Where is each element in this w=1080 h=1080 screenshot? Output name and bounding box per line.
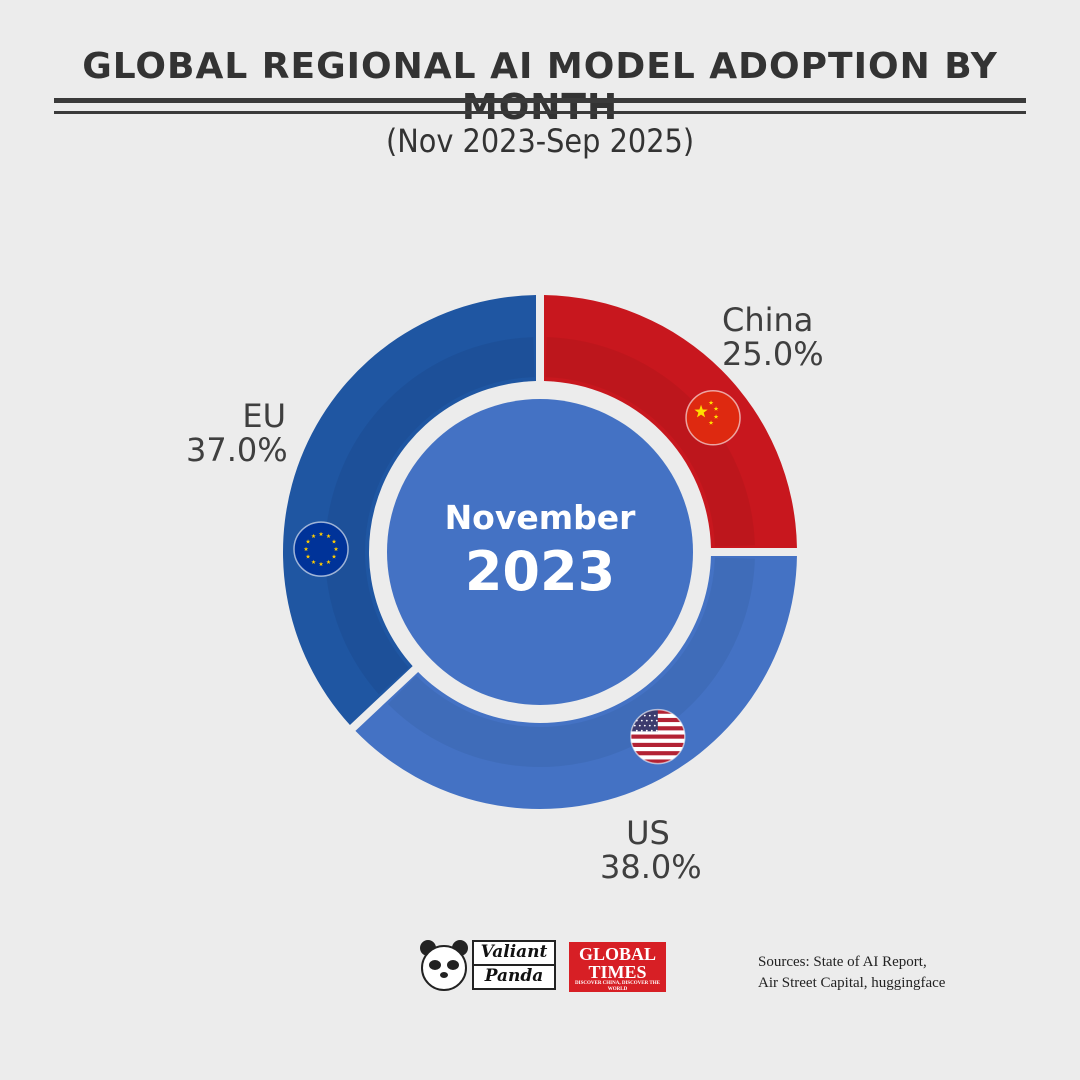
valiant-text: Valiant — [472, 940, 556, 966]
slice-shade-china — [545, 337, 755, 547]
global-times-line1: GLOBAL — [578, 944, 657, 964]
global-times-logo: GLOBAL TIMES DISCOVER CHINA, DISCOVER TH… — [569, 942, 666, 992]
slice-value-us: 38.0% — [600, 848, 702, 886]
center-month-label: November — [444, 498, 636, 537]
panda-text: Panda — [472, 964, 556, 990]
sources-line-1: Sources: State of AI Report, — [758, 954, 927, 970]
chart-subtitle: (Nov 2023-Sep 2025) — [385, 122, 695, 160]
global-times-tagline: DISCOVER CHINA, DISCOVER THE WORLD — [575, 981, 660, 992]
slice-value-china: 25.0% — [722, 335, 824, 373]
donut-center-disc — [387, 399, 693, 705]
title-rule-thin — [54, 111, 1026, 114]
slice-label-china: China — [722, 301, 814, 339]
title-rule-thick — [54, 98, 1026, 103]
sources-line-2: Air Street Capital, huggingface — [758, 975, 946, 991]
us-flag-icon — [630, 708, 686, 765]
slice-value-eu: 37.0% — [186, 431, 288, 469]
slice-shade-eu — [325, 337, 535, 695]
sources-note: Sources: State of AI Report, Air Street … — [758, 952, 945, 994]
valiant-panda-logo: Valiant Panda — [418, 938, 556, 992]
eu-flag-icon — [293, 521, 349, 577]
slice-label-eu: EU — [242, 397, 286, 435]
center-year-label: 2023 — [464, 540, 616, 603]
global-times-line2: TIMES — [588, 962, 647, 982]
panda-icon — [420, 940, 468, 991]
slice-label-us: US — [626, 814, 670, 852]
slice-shade-us — [387, 557, 755, 767]
chart-title: GLOBAL REGIONAL AI MODEL ADOPTION BY MON… — [82, 46, 998, 128]
china-flag-icon — [685, 390, 741, 446]
